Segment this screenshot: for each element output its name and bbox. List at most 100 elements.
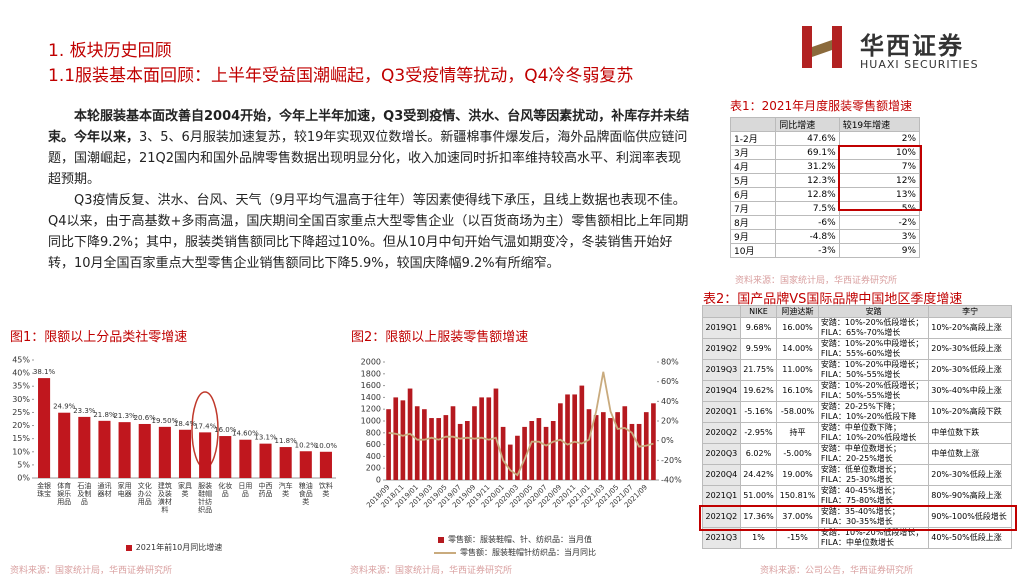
chart-title: 图2：限额以上服装零售额增速 bbox=[351, 330, 529, 345]
bar bbox=[500, 426, 506, 480]
bar bbox=[319, 451, 332, 478]
tick-label: 800 bbox=[366, 428, 381, 437]
tick-label: 200 bbox=[366, 464, 381, 473]
table-cell: 5月 bbox=[729, 173, 777, 188]
line bbox=[388, 371, 654, 477]
table-cell: 47.6% bbox=[775, 131, 840, 146]
table-cell: 20%-30%低段上涨 bbox=[928, 464, 1012, 486]
table-row: 2019Q4 19.62% 16.10% 安踏：10%-20%低段增长； FILA：50… bbox=[702, 380, 1012, 402]
table-cell: 7.5% bbox=[775, 201, 840, 216]
table-cell: 3% bbox=[838, 229, 921, 244]
cell-line: FILA：50%-55%增长 bbox=[820, 370, 901, 379]
text: 3、5、6月服装加速复苏，较19年实现双位数增长。新疆棉事件爆发后，海外品牌面临… bbox=[48, 130, 688, 187]
cell-line: FILA：75-80%增长 bbox=[820, 496, 893, 505]
source-note: 资料来源：公司公告，华西证券研究所 bbox=[760, 566, 914, 576]
tick-label: 5% bbox=[17, 460, 30, 469]
table-cell: 10%-20%高段上涨 bbox=[928, 317, 1012, 339]
table-row: 2020Q2 -2.95% 持平 安踏：中单位数下降； FILA：10%-20%低段增长… bbox=[702, 422, 1012, 444]
bar bbox=[158, 426, 171, 478]
cell-line: 安踏：中单位数下降； bbox=[820, 423, 901, 432]
table-cell: 80%-90%高段上涨 bbox=[928, 485, 1012, 507]
logo-subtext: HUAXI SECURITIES bbox=[860, 58, 979, 71]
tick-label: -40% bbox=[661, 476, 682, 485]
table-cell: 20%-30%低段上涨 bbox=[928, 338, 1012, 360]
bar bbox=[58, 412, 71, 478]
table-cell: 2020Q2 bbox=[702, 422, 741, 444]
value-label: 10.0% bbox=[315, 442, 338, 450]
bar bbox=[515, 435, 520, 480]
bar bbox=[636, 423, 642, 480]
table-cell: 14.00% bbox=[776, 338, 819, 360]
cell-line: 安踏：低单位数增长； bbox=[820, 465, 901, 474]
bar bbox=[38, 378, 51, 478]
source-note: 资料来源：国家统计局，华西证券研究所 bbox=[735, 276, 898, 286]
table-cell: 安踏：10%-20%低段增长； FILA：65%-70%增长 bbox=[817, 317, 930, 339]
bar bbox=[486, 397, 492, 480]
cell-line: FILA：10%-20%低段下降 bbox=[820, 412, 917, 421]
table-row: 2020Q1 -5.16% -58.00% 安踏：20-25%下降； FILA：10%-… bbox=[702, 401, 1012, 423]
value-label: 38.1% bbox=[33, 368, 56, 376]
header-cell bbox=[729, 117, 777, 132]
bar bbox=[199, 432, 212, 478]
header-row: NIKE 阿迪达斯 安踏 李宁 bbox=[702, 305, 1012, 318]
table-cell: 30%-40%中段上涨 bbox=[928, 380, 1012, 402]
bar bbox=[536, 418, 542, 480]
table-cell: 9% bbox=[838, 243, 921, 258]
value-label: 21.3% bbox=[113, 412, 136, 420]
table-cell: 安踏：10%-20%低段增长； FILA：中单位数增长 bbox=[817, 527, 930, 549]
legend-label: 零售额：服装鞋帽针纺织品：当月同比 bbox=[460, 548, 596, 557]
logo-icon bbox=[802, 26, 842, 68]
table-cell: 150.81% bbox=[776, 485, 819, 507]
bar bbox=[529, 421, 535, 480]
table-cell: 2021Q3 bbox=[702, 527, 741, 549]
bar bbox=[239, 439, 252, 478]
bar bbox=[572, 394, 578, 480]
data-table: NIKE 阿迪达斯 安踏 李宁 2019Q1 9.68% 16.00% 安踏：10%-20%低… bbox=[702, 305, 1012, 549]
table-row: 6月 12.8% 13% bbox=[729, 187, 921, 202]
cell-line: FILA：25-30%增长 bbox=[820, 475, 893, 484]
bar bbox=[422, 409, 427, 480]
x-tick-label: 日用品 bbox=[238, 482, 253, 498]
table-cell: 安踏：中单位数增长； FILA：20-25%增长 bbox=[817, 443, 930, 465]
table-cell: -5.16% bbox=[739, 401, 778, 423]
tick-label: 0 bbox=[376, 476, 381, 485]
tick-label: 20% bbox=[661, 417, 679, 426]
table-cell: 17.36% bbox=[739, 506, 778, 528]
bar bbox=[400, 400, 406, 480]
value-label: 18.4% bbox=[174, 420, 197, 428]
bar bbox=[507, 444, 513, 480]
table-cell: -2% bbox=[838, 215, 921, 230]
cell-line: 安踏：35-40%增长； bbox=[820, 507, 900, 516]
table-cell: 安踏：低单位数增长； FILA：25-30%增长 bbox=[817, 464, 930, 486]
bar bbox=[259, 443, 272, 478]
table: NIKE 阿迪达斯 安踏 李宁 2019Q1 9.68% 16.00% 安踏：10%-20%低… bbox=[702, 305, 1012, 549]
slide-title: 1.1服装基本面回顾：上半年受益国潮崛起，Q3受疫情等扰动，Q4冷冬弱复苏 bbox=[48, 66, 634, 86]
tick-label: 1400 bbox=[361, 393, 381, 402]
table-row: 5月 12.3% 12% bbox=[729, 173, 921, 188]
cell-line: FILA：55%-60%增长 bbox=[820, 349, 901, 358]
bar bbox=[622, 406, 628, 480]
legend-label: 2021年前10月同比增速 bbox=[135, 543, 223, 552]
cell-line: 安踏：10%-20%低段增长； bbox=[820, 381, 924, 390]
legend-item: 零售额：服装鞋帽针纺织品：当月同比 bbox=[345, 547, 685, 558]
x-tick-label: 粮油食品类 bbox=[298, 482, 313, 506]
bar bbox=[118, 422, 131, 478]
cell-line: 安踏：中单位数增长； bbox=[820, 444, 901, 453]
table-cell: 3月 bbox=[729, 145, 777, 160]
x-tick-label: 中西药品 bbox=[258, 482, 273, 498]
x-tick-label: 饮料类 bbox=[318, 482, 333, 498]
cell-line: 安踏：40-45%增长； bbox=[820, 486, 900, 495]
table-cell: 9.59% bbox=[739, 338, 778, 360]
cell-line: 安踏：10%-20%低段增长； bbox=[820, 528, 924, 537]
x-tick-label: 通讯器材 bbox=[97, 482, 112, 498]
tick-label: 1600 bbox=[361, 381, 381, 390]
tick-label: 0% bbox=[17, 474, 30, 483]
table-cell: 2% bbox=[838, 131, 921, 146]
table-row: 2019Q3 21.75% 11.00% 安踏：10%-20%中段增长； FILA：50… bbox=[702, 359, 1012, 381]
bar bbox=[219, 436, 232, 478]
cell-line: FILA：65%-70%增长 bbox=[820, 328, 901, 337]
table-cell: 12.3% bbox=[775, 173, 840, 188]
table-row: 9月 -4.8% 3% bbox=[729, 229, 921, 244]
bar bbox=[414, 406, 420, 480]
